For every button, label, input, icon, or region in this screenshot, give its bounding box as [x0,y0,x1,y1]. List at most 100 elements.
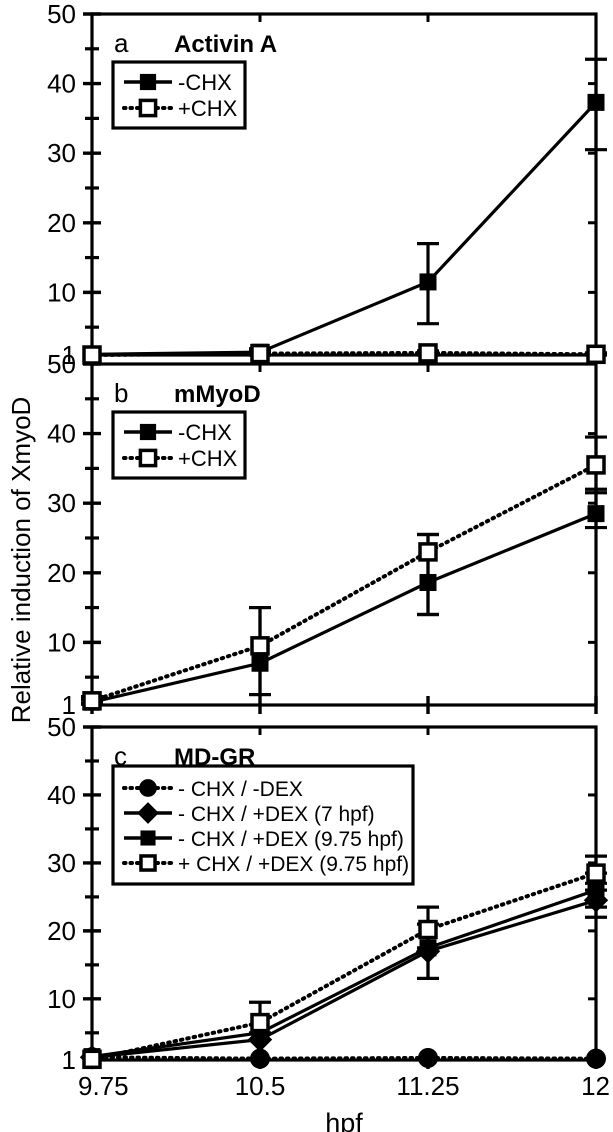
error-bars [249,57,607,357]
marker-filled-square [139,73,157,91]
y-tick-label: 40 [47,419,76,449]
marker-filled-square [587,505,605,523]
y-tick-label: 30 [47,848,76,878]
legend-item-label: -CHX [178,420,232,445]
y-tick-labels: 1 10 20 30 40 50 [47,712,76,1075]
plot-panel-b: 1 10 20 30 40 50 b mMyoD [47,349,607,720]
series-2 [81,435,607,711]
marker-open-square [418,343,438,363]
legend-item-label: + CHX / +DEX (9.75 hpf) [178,853,409,876]
marker-open-square [418,542,438,562]
series-line [90,350,598,357]
series-markers [82,343,606,365]
marker-filled-diamond [137,802,159,824]
data-series-group [79,854,609,1070]
y-tick-labels: 1 10 20 30 40 50 [47,349,76,720]
marker-filled-circle [586,1048,606,1069]
legend-item[interactable]: +CHX [122,96,238,121]
legend-item[interactable]: +CHX [122,446,238,471]
legend-item-label: -CHX [178,70,232,95]
marker-filled-square [587,93,605,111]
series-line [90,462,598,703]
y-tick-label: 50 [47,349,76,379]
series-line [91,101,598,356]
marker-open-square [82,691,102,711]
series-line [91,888,597,1059]
y-tick-label: 30 [47,488,76,518]
plot-frame [90,362,598,707]
marker-open-square [586,863,606,883]
series-markers [83,93,605,363]
marker-open-square [139,854,157,872]
y-axis-ticks [83,362,596,707]
y-tick-label: 20 [47,916,76,946]
series-markers [79,888,609,1070]
panel-letter: c [114,741,127,771]
panel-title: mMyoD [174,381,261,408]
y-tick-label: 1 [62,690,76,720]
plot-frame [90,12,598,357]
data-series-group [81,435,607,711]
series-line [91,898,597,1059]
marker-open-square [82,345,102,365]
legend-item[interactable]: - CHX / +DEX (7 hpf) [124,802,375,826]
legend: - CHX / -DEX- CHX / +DEX (7 hpf)- CHX / … [111,764,415,886]
y-tick-label: 20 [47,558,76,588]
marker-open-square [586,455,606,475]
x-tick-label: 12 [581,1071,610,1101]
marker-open-square [82,1049,102,1070]
series-markers [83,881,605,1066]
marker-filled-square [139,423,157,441]
marker-filled-circle [418,1047,438,1068]
legend-item[interactable]: - CHX / -DEX [122,778,303,801]
data-series-group [82,57,607,365]
plot-panel-a: 1 10 20 30 40 50 a Activin A [47,0,607,370]
series-markers [82,455,606,711]
legend-item-label: +CHX [178,446,238,471]
y-tick-label: 40 [47,780,76,810]
legend-box [111,60,247,130]
x-axis-title: hpf [325,1108,363,1132]
legend: -CHX+CHX [111,410,247,480]
legend-item[interactable]: -CHX [124,420,232,445]
y-tick-label: 10 [47,627,76,657]
legend-item[interactable]: -CHX [124,70,232,95]
series-2 [82,343,607,365]
panel-title: Activin A [174,31,277,58]
y-tick-labels: 1 10 20 30 40 50 [47,0,76,370]
legend-box [111,410,247,480]
legend: -CHX+CHX [111,60,247,130]
y-tick-label: 50 [47,712,76,742]
series-3 [83,871,607,1066]
y-tick-label: 50 [47,0,76,29]
x-tick-labels: 9.75 10.5 11.25 12 [78,1071,610,1101]
series-line [90,871,598,1062]
y-tick-label: 40 [47,69,76,99]
y-tick-label: 30 [47,138,76,168]
marker-filled-square [140,830,156,846]
legend-item-label: - CHX / +DEX (9.75 hpf) [178,828,404,851]
y-tick-label: 10 [47,984,76,1014]
marker-filled-circle [139,779,157,797]
y-tick-label: 10 [47,277,76,307]
marker-filled-square [419,273,437,291]
series-line [91,512,597,704]
x-tick-label: 10.5 [235,1071,286,1101]
panel-letter: a [114,28,129,58]
series-4 [82,854,607,1070]
marker-open-square [138,448,158,468]
legend-item[interactable]: - CHX / +DEX (9.75 hpf) [124,828,404,851]
legend-item-label: - CHX / -DEX [178,778,303,801]
series-line [90,1055,598,1061]
x-tick-label: 9.75 [78,1071,129,1101]
marker-open-square [418,919,438,940]
marker-open-square [250,343,270,364]
legend-item[interactable]: + CHX / +DEX (9.75 hpf) [122,853,409,876]
marker-filled-circle [250,1048,270,1069]
legend-item-label: - CHX / +DEX (7 hpf) [178,803,375,826]
y-tick-label: 1 [62,1045,76,1075]
legend-item-label: +CHX [178,96,238,121]
